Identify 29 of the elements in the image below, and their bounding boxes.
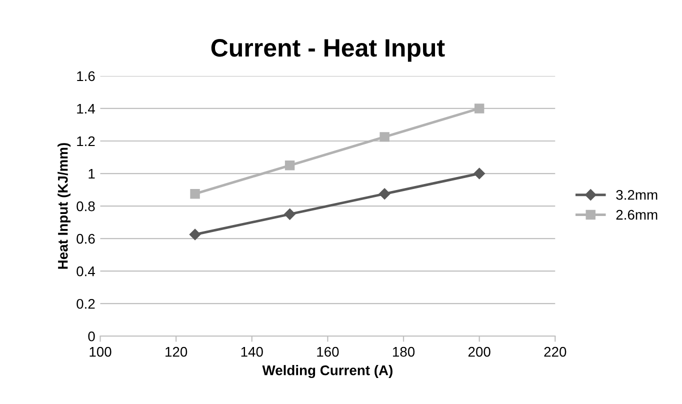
legend-label: 2.6mm	[616, 210, 658, 220]
x-tick-label: 200	[468, 346, 490, 357]
y-axis-title: Heat Input (KJ/mm)	[58, 143, 71, 269]
x-tick-label: 100	[90, 346, 112, 357]
y-tick-label: 1	[88, 168, 95, 179]
x-tick-label: 140	[241, 346, 263, 357]
chart-title: Current - Heat Input	[211, 39, 445, 62]
point	[380, 132, 390, 142]
y-tick-label: 1.2	[77, 136, 95, 146]
x-tick-label: 180	[392, 346, 415, 357]
point	[284, 160, 295, 170]
point	[284, 208, 296, 220]
y-tick-label: 1.4	[77, 104, 95, 114]
x-tick-label: 160	[317, 346, 339, 357]
x-axis-title: Welding Current (A)	[262, 365, 392, 378]
y-tick-label: 0.2	[76, 298, 95, 309]
x-tick-label: 120	[166, 346, 188, 357]
y-tick-label: 0.6	[76, 234, 95, 244]
y-tick-label: 0.8	[76, 201, 95, 212]
point	[474, 104, 484, 114]
y-tick-label: 0	[88, 331, 95, 342]
point	[190, 188, 200, 199]
legend-label: 3.2mm	[616, 190, 658, 200]
point	[474, 168, 485, 180]
y-tick-label: 0.4	[76, 266, 95, 276]
point	[378, 188, 390, 200]
y-tick-label: 1.6	[77, 71, 95, 82]
point	[189, 228, 201, 240]
x-tick-label: 220	[544, 346, 566, 357]
